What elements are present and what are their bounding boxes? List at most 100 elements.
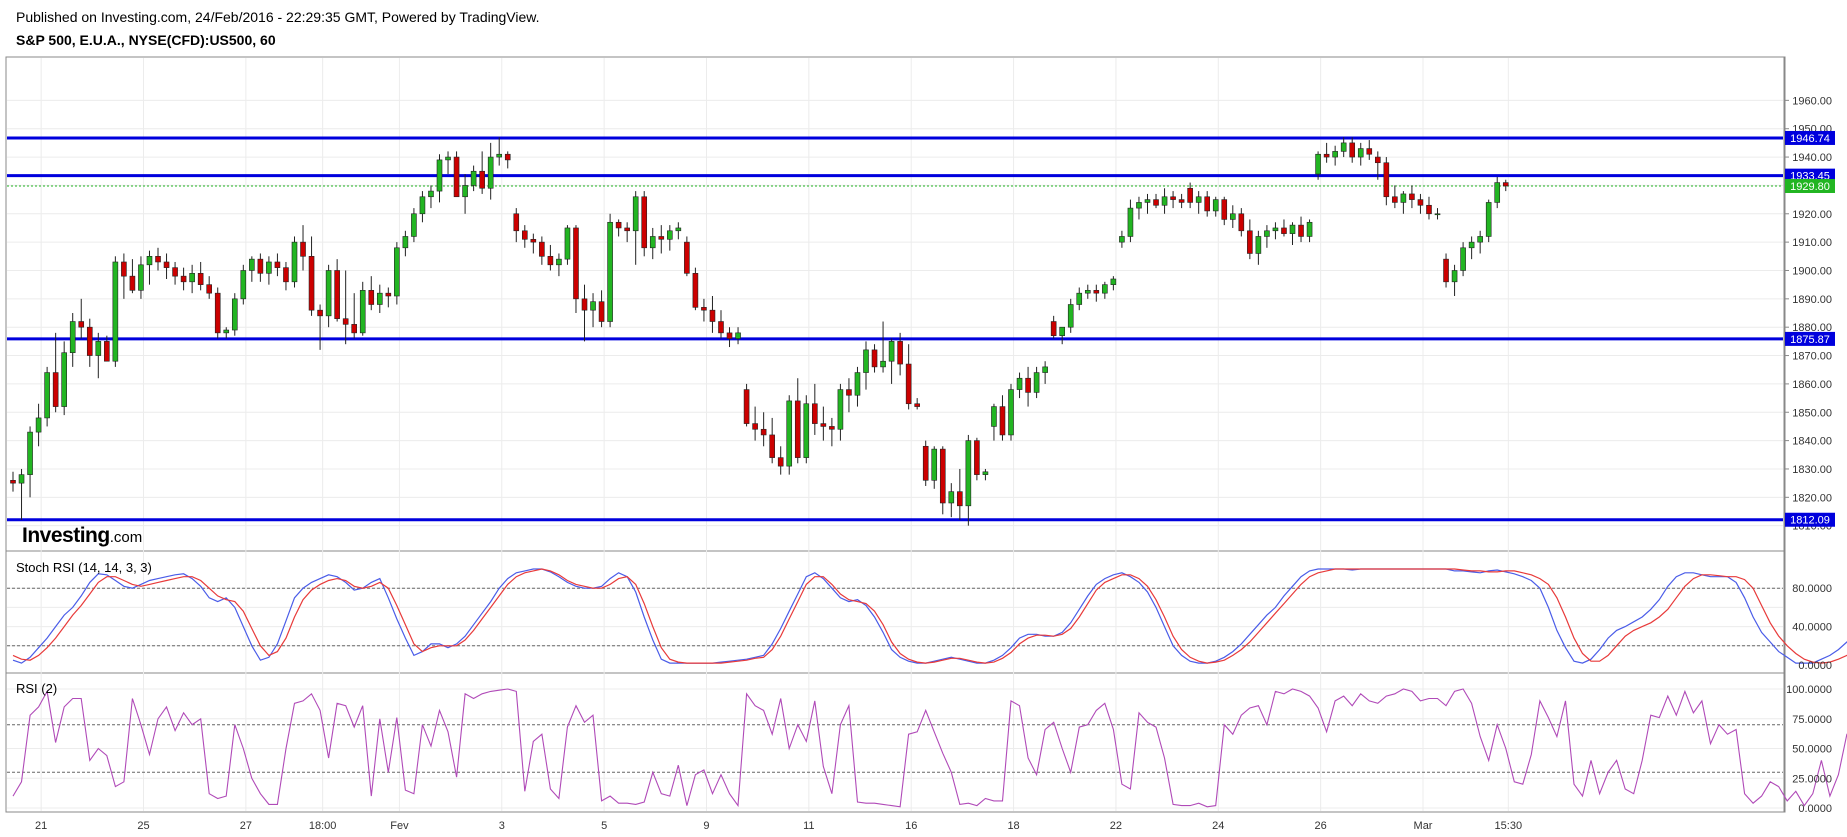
candle-body — [462, 185, 468, 198]
candle-body — [359, 290, 366, 334]
x-tick-label: 5 — [601, 820, 607, 832]
level-tag — [1785, 130, 1835, 145]
candle-body — [1144, 199, 1151, 203]
candle-body — [1349, 142, 1356, 158]
candle-body — [376, 292, 383, 305]
x-tick-label: 22 — [1110, 820, 1122, 832]
candle-body — [1451, 270, 1458, 283]
candle-body — [402, 236, 409, 249]
candle-body — [598, 301, 605, 322]
candle-body — [121, 261, 127, 277]
candle-body — [794, 400, 801, 458]
candle-body — [974, 440, 980, 475]
x-tick-label: 11 — [803, 820, 814, 832]
candle-body — [445, 156, 451, 161]
rsi-title: RSI (2) — [16, 681, 57, 696]
candle-body — [1340, 142, 1347, 152]
price-tick-label: 1880.00 — [1792, 322, 1832, 334]
candle-body — [939, 448, 946, 504]
candle-body — [129, 275, 136, 291]
stoch-tick-label: 80.0000 — [1792, 583, 1832, 595]
candle-body — [658, 236, 665, 240]
support-resistance-lines — [7, 136, 1783, 522]
candle-body — [897, 341, 903, 365]
candle-body — [504, 153, 511, 161]
candle-body — [1485, 202, 1492, 237]
stoch-line — [12, 568, 1847, 664]
stoch-panel-frame — [5, 550, 1786, 674]
candle-body — [684, 241, 690, 274]
candle-body — [266, 261, 272, 274]
candle-body — [641, 196, 648, 249]
candle-body — [615, 221, 622, 229]
candle-body — [1076, 292, 1083, 305]
candle-body — [1136, 202, 1142, 209]
candle-body — [1264, 230, 1270, 237]
rsi-tick-label: 25.0000 — [1792, 773, 1832, 785]
candle-body — [419, 196, 426, 215]
candle-body — [692, 273, 699, 308]
candle-body — [769, 434, 775, 458]
level-tag — [1785, 331, 1835, 346]
candle-body — [35, 417, 42, 433]
candle-body — [880, 360, 886, 368]
candle-body — [1025, 377, 1031, 393]
candle-body — [368, 290, 375, 305]
price-tick-label: 1940.00 — [1792, 152, 1832, 164]
price-tick-label: 1870.00 — [1792, 351, 1832, 363]
candle-body — [18, 474, 25, 484]
stoch-line — [12, 568, 1847, 664]
candle-body — [837, 389, 844, 430]
candle-body — [1247, 230, 1253, 254]
candle-body — [155, 256, 161, 263]
candle-body — [777, 457, 784, 467]
candle-body — [1084, 290, 1091, 294]
candle-body — [1127, 207, 1134, 237]
stoch-rsi-title: Stoch RSI (14, 14, 3, 3) — [16, 560, 152, 575]
candle-body — [1502, 182, 1509, 187]
candle-body — [1221, 199, 1228, 220]
candle-body — [69, 321, 76, 354]
rsi-tick-label: 100.0000 — [1786, 684, 1832, 696]
candle-body — [752, 423, 758, 430]
candle-body — [95, 341, 102, 356]
candle-body — [428, 190, 434, 198]
candle-body — [1468, 241, 1475, 249]
x-tick-label: 24 — [1212, 820, 1224, 832]
price-tick-label: 1840.00 — [1792, 436, 1832, 448]
candle-body — [249, 258, 255, 271]
x-tick-label: 25 — [137, 820, 149, 832]
candle-body — [1272, 227, 1279, 232]
candle-body — [146, 256, 153, 266]
candle-body — [1443, 258, 1449, 283]
rsi-line — [12, 688, 1847, 808]
candle-body — [1281, 227, 1287, 234]
candle-body — [1392, 196, 1398, 203]
x-tick-label: 27 — [240, 820, 252, 832]
candle-body — [701, 307, 707, 311]
candle-body — [590, 301, 596, 311]
candle-body — [812, 403, 818, 424]
published-caption: Published on Investing.com, 24/Feb/2016 … — [16, 9, 540, 25]
x-tick-label: 15:30 — [1495, 820, 1523, 832]
candle-body — [214, 292, 221, 334]
candle-body — [1050, 321, 1057, 336]
price-panel-frame — [5, 56, 1786, 552]
candle-body — [999, 406, 1006, 436]
rsi-tick-label: 75.0000 — [1792, 714, 1832, 726]
candle-body — [291, 241, 298, 283]
candle-body — [257, 258, 264, 274]
x-tick-label: 16 — [905, 820, 917, 832]
candle-body — [487, 156, 494, 189]
candle-body — [914, 403, 920, 407]
candle-body — [334, 270, 340, 319]
candle-body — [496, 153, 503, 158]
rsi-tick-label: 50.0000 — [1792, 744, 1832, 756]
candle-body — [342, 318, 349, 325]
price-tick-label: 1820.00 — [1792, 492, 1832, 504]
candle-body — [1042, 366, 1048, 373]
candle-body — [718, 321, 724, 334]
candlestick-series — [10, 137, 1509, 526]
candle-body — [223, 329, 230, 334]
